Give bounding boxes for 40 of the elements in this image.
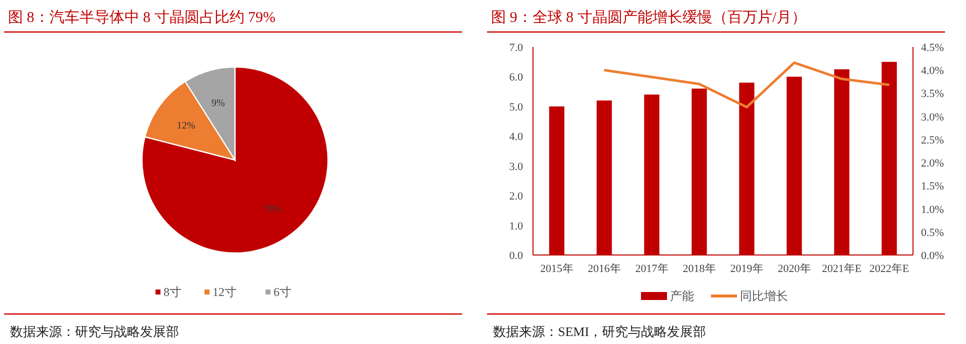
y2-tick-label: 1.5% bbox=[921, 180, 944, 193]
x-tick-label: 2017年 bbox=[635, 263, 668, 275]
source-note: 数据来源：SEMI，研究与战略发展部 bbox=[493, 324, 706, 339]
y2-tick-label: 3.5% bbox=[921, 88, 944, 100]
x-tick-label: 2015年 bbox=[540, 263, 574, 275]
pie-slice bbox=[141, 66, 329, 254]
data-label: 79% bbox=[262, 204, 282, 215]
data-label: 12% bbox=[176, 120, 196, 132]
y2-tick-label: 4.0% bbox=[921, 65, 944, 78]
line-series bbox=[603, 61, 890, 108]
y-tick-label: 5.0 bbox=[509, 101, 524, 114]
y2-tick-label: 4.5% bbox=[921, 42, 944, 54]
legend-label: 8寸 bbox=[164, 285, 182, 299]
y2-tick-label: 3.0% bbox=[921, 111, 944, 124]
x-tick-label: 2020年 bbox=[778, 263, 811, 275]
chart-title: 图 9：全球 8 寸晶圆产能增长缓慢（百万片/月） bbox=[491, 9, 806, 26]
x-tick-label: 2018年 bbox=[682, 263, 716, 275]
y2-tick-label: 1.0% bbox=[921, 204, 944, 216]
y-tick-label: 6.0 bbox=[509, 72, 524, 84]
y2-tick-label: 0.0% bbox=[921, 250, 944, 262]
y-tick-label: 1.0 bbox=[509, 220, 524, 232]
x-tick-label: 2016年 bbox=[588, 263, 621, 275]
legend-label: 12寸 bbox=[212, 285, 236, 299]
y-tick-label: 7.0 bbox=[509, 42, 524, 54]
x-tick-label: 2022年E bbox=[869, 263, 910, 275]
legend-label: 产能 bbox=[670, 289, 694, 303]
y2-tick-label: 2.0% bbox=[921, 158, 944, 170]
y-tick-label: 3.0 bbox=[509, 160, 524, 173]
legend-label: 同比增长 bbox=[740, 289, 788, 303]
chart-title: 图 8：汽车半导体中 8 寸晶圆占比约 79% bbox=[8, 9, 276, 26]
data-label: 9% bbox=[211, 98, 225, 109]
source-note: 数据来源：研究与战略发展部 bbox=[10, 324, 179, 339]
x-tick-label: 2019年 bbox=[730, 263, 764, 275]
y2-tick-label: 0.5% bbox=[921, 226, 944, 239]
y2-tick-label: 2.5% bbox=[921, 134, 944, 146]
y-tick-label: 0.0 bbox=[509, 250, 524, 262]
y-tick-label: 2.0 bbox=[509, 190, 524, 203]
legend-label: 6寸 bbox=[274, 285, 292, 299]
x-tick-label: 2021年E bbox=[822, 263, 862, 275]
y-tick-label: 4.0 bbox=[509, 131, 524, 144]
